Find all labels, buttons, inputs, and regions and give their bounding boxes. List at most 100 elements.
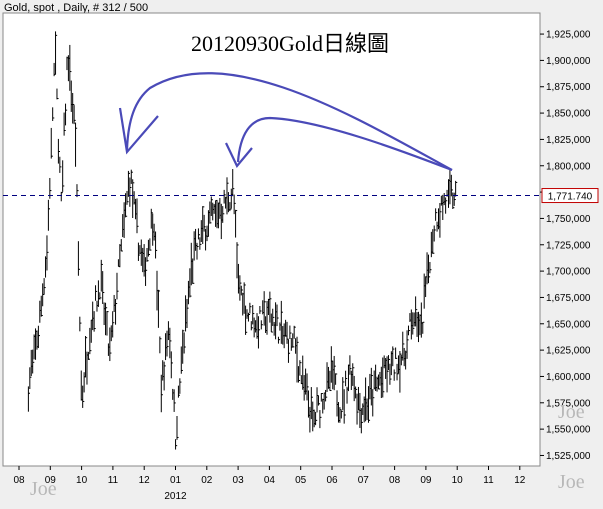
y-tick-label: 1,850,000 — [546, 109, 591, 120]
price-bar — [370, 367, 373, 406]
x-tick-label: 11 — [108, 475, 119, 486]
price-bar — [60, 191, 63, 202]
price-bar — [306, 373, 309, 401]
price-bar — [439, 202, 442, 238]
price-bar — [159, 336, 162, 354]
y-tick-label: 1,625,000 — [546, 346, 591, 357]
y-tick-label: 1,800,000 — [546, 161, 591, 172]
price-bar — [263, 291, 266, 326]
price-bar — [79, 316, 82, 332]
y-tick-label: 1,925,000 — [546, 30, 591, 41]
price-bar — [179, 378, 182, 394]
price-bars — [27, 31, 458, 450]
y-tick-label: 1,875,000 — [546, 82, 591, 93]
x-axis: 08 09 10 11 12 01 02 03 04 05 06 07 08 09 10 11 12 2012 — [13, 466, 526, 502]
y-tick-label: 1,750,000 — [546, 214, 591, 225]
price-bar — [37, 325, 40, 349]
x-year-label: 2012 — [164, 491, 187, 502]
price-bar — [412, 312, 415, 335]
plot-area — [2, 12, 541, 467]
x-tick-label: 05 — [295, 475, 307, 486]
arrow-head-nov-peak — [118, 107, 159, 155]
chart-header: Gold, spot , Daily, # 312 / 500 — [4, 2, 149, 14]
price-bar — [120, 239, 123, 252]
price-bar — [245, 305, 248, 335]
price-bar — [296, 336, 299, 383]
price-bar — [335, 373, 338, 385]
price-bar — [63, 112, 66, 136]
price-bar — [99, 292, 102, 300]
price-bar — [186, 298, 189, 329]
price-bar — [197, 228, 201, 240]
price-bar — [40, 295, 43, 317]
price-bar — [407, 325, 411, 336]
x-tick-label: 12 — [514, 475, 526, 486]
price-bar — [196, 242, 199, 260]
price-bar — [233, 194, 236, 215]
price-bar — [299, 360, 302, 376]
price-bar — [432, 229, 435, 254]
x-tick-label: 06 — [326, 475, 338, 486]
price-bar — [247, 312, 251, 322]
price-bar — [292, 333, 295, 348]
price-bar — [367, 386, 371, 423]
price-bar — [109, 327, 112, 362]
price-bar — [276, 304, 279, 327]
price-bar — [429, 261, 432, 274]
price-bar — [445, 197, 448, 214]
watermark-right-bottom: Joe — [558, 471, 585, 493]
price-bar — [349, 355, 352, 375]
price-bar — [269, 291, 272, 323]
price-bar — [180, 346, 183, 374]
price-bar — [192, 258, 195, 284]
price-bar — [250, 321, 253, 331]
price-bar — [340, 410, 343, 419]
y-tick-label: 1,825,000 — [546, 135, 591, 146]
price-bar — [183, 332, 186, 354]
price-bar — [325, 389, 328, 402]
price-bar — [175, 439, 178, 450]
y-tick-label: 1,525,000 — [546, 451, 591, 462]
price-bar — [209, 201, 212, 224]
price-bar — [150, 208, 153, 229]
price-bar — [130, 169, 133, 184]
price-bar — [116, 272, 119, 300]
price-bar — [115, 298, 118, 325]
price-bar — [87, 351, 91, 360]
price-bar — [455, 180, 458, 197]
y-tick-label: 1,650,000 — [546, 319, 591, 330]
price-bar — [316, 387, 319, 413]
price-bar — [345, 370, 348, 387]
price-bar — [100, 259, 103, 292]
price-bar — [102, 271, 105, 304]
price-bar — [356, 393, 359, 425]
price-bar — [73, 105, 76, 125]
price-bar — [223, 189, 226, 204]
price-bar — [127, 170, 131, 197]
price-bar — [136, 198, 139, 234]
price-bar — [342, 377, 345, 410]
price-bar — [243, 282, 246, 314]
price-bar — [310, 387, 313, 420]
price-bar — [85, 335, 88, 378]
price-bar — [149, 238, 152, 251]
y-tick-label: 1,600,000 — [546, 372, 591, 383]
price-bar — [146, 248, 149, 262]
price-bar — [406, 330, 409, 359]
price-bar — [377, 374, 381, 390]
y-tick-label: 1,725,000 — [546, 240, 591, 251]
price-bar — [317, 395, 321, 406]
price-bar — [422, 321, 425, 334]
price-bar — [189, 268, 192, 298]
price-bar — [170, 351, 173, 379]
price-bar — [392, 346, 395, 367]
y-axis: 1,525,000 1,550,000 1,575,000 1,600,000 1,62… — [540, 30, 591, 462]
price-bar — [50, 127, 53, 159]
price-bar — [320, 393, 323, 402]
price-bar — [56, 88, 59, 100]
price-bar — [393, 369, 396, 381]
x-tick-label: 03 — [233, 475, 245, 486]
price-bar — [177, 385, 181, 398]
price-bar — [260, 320, 263, 330]
